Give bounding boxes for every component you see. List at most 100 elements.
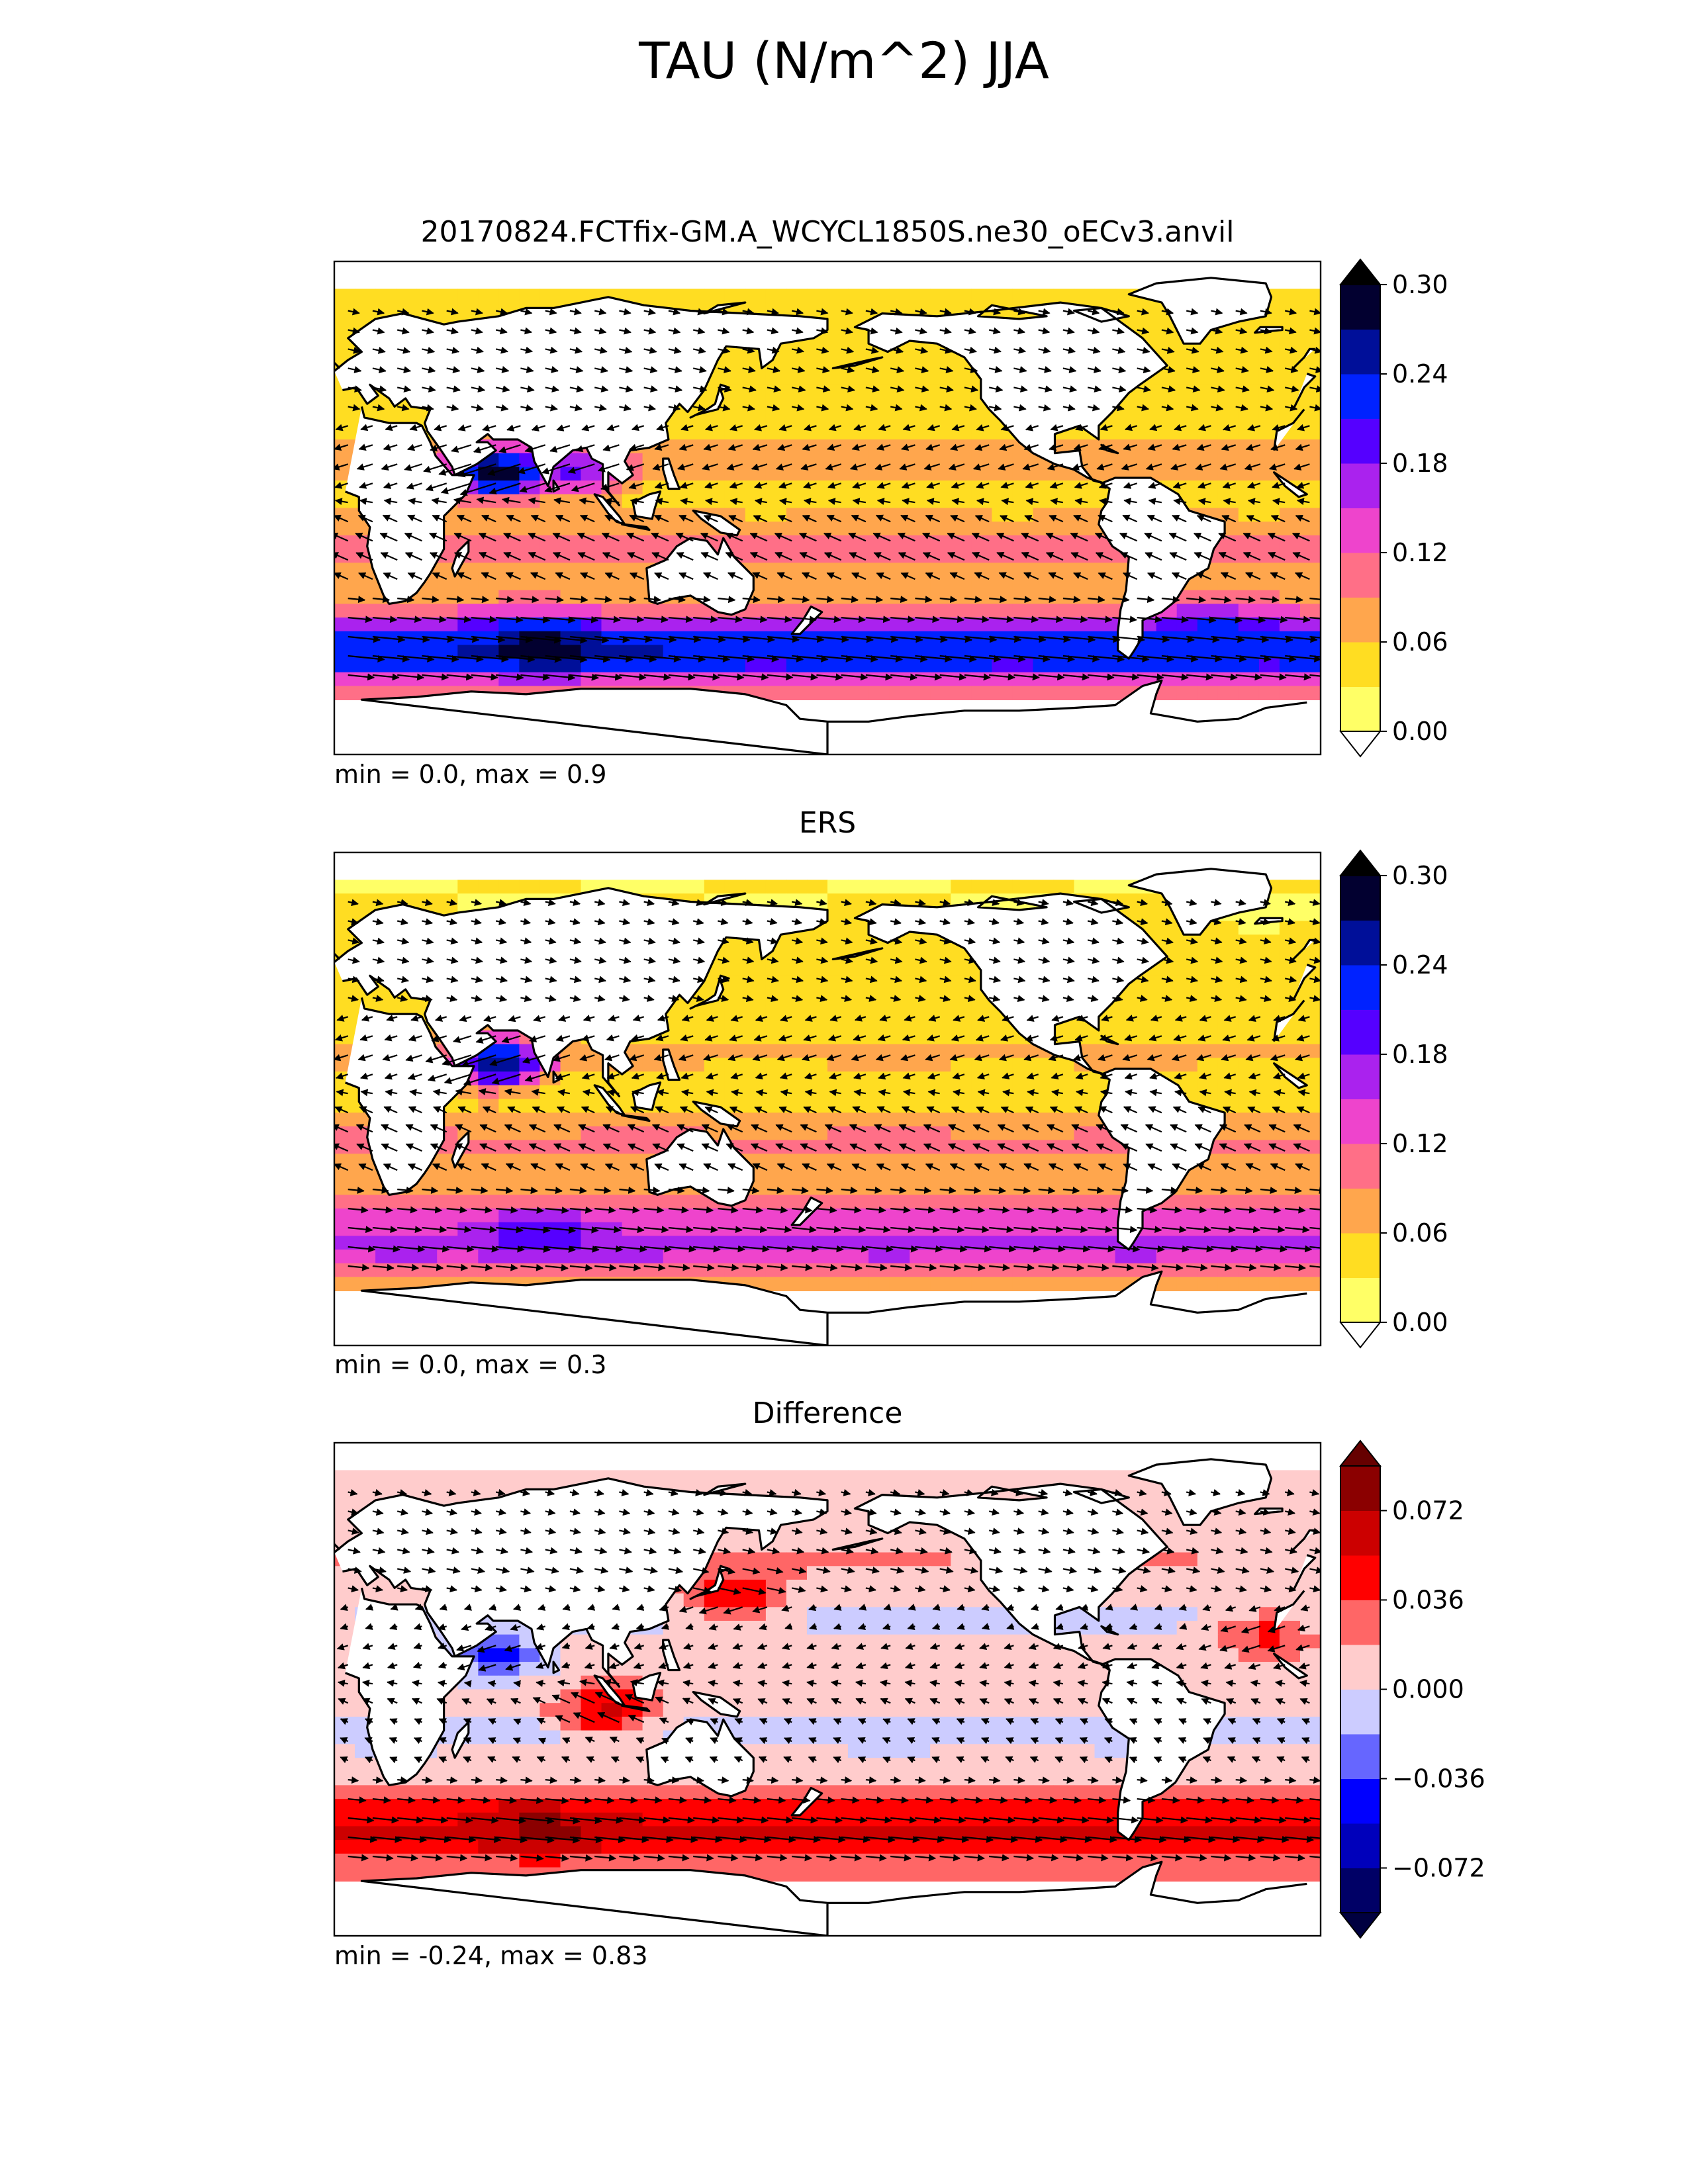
field-cell <box>334 907 355 922</box>
field-cell <box>889 439 910 454</box>
field-cell <box>951 617 972 632</box>
field-cell <box>910 371 931 386</box>
field-cell <box>539 535 561 550</box>
field-cell <box>334 549 355 564</box>
field-cell <box>1197 1566 1219 1580</box>
field-cell <box>951 289 972 303</box>
field-cell <box>971 1181 993 1196</box>
field-cell <box>765 385 787 399</box>
field-cell <box>930 549 951 564</box>
field-cell <box>683 480 705 495</box>
field-cell <box>642 289 664 303</box>
field-cell <box>1238 1167 1260 1182</box>
field-cell <box>1197 976 1219 990</box>
field-cell <box>992 1126 1013 1141</box>
field-cell <box>1300 880 1321 894</box>
field-cell <box>1176 1044 1198 1059</box>
field-cell <box>992 1167 1013 1182</box>
field-cell <box>1258 480 1280 495</box>
field-cell <box>478 1484 500 1498</box>
field-cell <box>334 289 355 303</box>
field-cell <box>1012 1277 1034 1291</box>
field-cell <box>1176 659 1198 673</box>
field-cell <box>765 604 787 618</box>
field-cell <box>396 1263 417 1278</box>
field-cell <box>1197 590 1219 605</box>
field-cell <box>498 1113 520 1127</box>
field-cell <box>786 989 808 1004</box>
field-cell <box>992 1181 1013 1196</box>
field-cell <box>355 590 376 605</box>
field-cell <box>1053 576 1075 591</box>
field-cell <box>1074 1126 1096 1141</box>
field-cell <box>910 1071 931 1086</box>
field-cell <box>1279 549 1301 564</box>
field-cell <box>683 467 705 481</box>
field-cell <box>765 672 787 687</box>
field-cell <box>971 1071 993 1086</box>
field-cell <box>786 1250 808 1264</box>
field-cell <box>724 1250 746 1264</box>
field-cell <box>724 1538 746 1553</box>
field-cell <box>622 1126 643 1141</box>
field-cell <box>1053 467 1075 481</box>
field-cell <box>1279 1263 1301 1278</box>
field-cell <box>827 1003 849 1018</box>
field-cell <box>1135 976 1157 990</box>
field-cell <box>1053 439 1075 454</box>
field-cell <box>560 1181 582 1196</box>
field-cell <box>992 563 1013 577</box>
field-cell <box>971 522 993 536</box>
field-cell <box>581 1167 602 1182</box>
field-cell <box>478 576 500 591</box>
field-cell <box>889 467 910 481</box>
field-cell <box>1258 1195 1280 1209</box>
field-cell <box>355 1484 376 1498</box>
field-cell <box>807 1154 828 1168</box>
field-cell <box>971 1250 993 1264</box>
field-cell <box>910 604 931 618</box>
field-cell <box>951 371 972 386</box>
field-cell <box>910 535 931 550</box>
field-cell <box>848 1003 869 1018</box>
field-cell <box>1258 453 1280 468</box>
field-cell <box>1135 1497 1157 1512</box>
field-cell <box>704 480 726 495</box>
field-cell <box>1279 880 1301 894</box>
field-cell <box>498 1195 520 1209</box>
field-cell <box>1197 480 1219 495</box>
field-cell <box>827 976 849 990</box>
colorbar-tick-label: 0.18 <box>1392 1040 1448 1069</box>
field-cell <box>396 1250 417 1264</box>
field-cell <box>971 412 993 427</box>
field-cell <box>1238 989 1260 1004</box>
field-cell <box>334 1470 355 1484</box>
field-cell <box>334 316 355 331</box>
field-cell <box>1197 659 1219 673</box>
field-cell <box>663 1250 684 1264</box>
field-cell <box>498 1126 520 1141</box>
field-cell <box>765 480 787 495</box>
field-cell <box>930 576 951 591</box>
field-cell <box>868 659 890 673</box>
field-cell <box>519 1195 541 1209</box>
field-cell <box>519 289 541 303</box>
field-cell <box>1176 989 1198 1004</box>
colorbar-segment <box>1340 1144 1380 1189</box>
field-cell <box>1217 686 1239 700</box>
field-cell <box>437 590 458 605</box>
field-cell <box>765 398 787 413</box>
field-cell <box>334 1250 355 1264</box>
field-cell <box>375 880 397 894</box>
field-cell <box>910 672 931 687</box>
field-cell <box>910 686 931 700</box>
field-cell <box>992 535 1013 550</box>
field-cell <box>457 1250 479 1264</box>
field-cell <box>1115 426 1137 440</box>
field-cell <box>1176 1566 1198 1580</box>
field-cell <box>560 1154 582 1168</box>
field-cell <box>827 989 849 1004</box>
field-cell <box>1197 576 1219 591</box>
field-cell <box>848 330 869 344</box>
field-cell <box>1053 522 1075 536</box>
